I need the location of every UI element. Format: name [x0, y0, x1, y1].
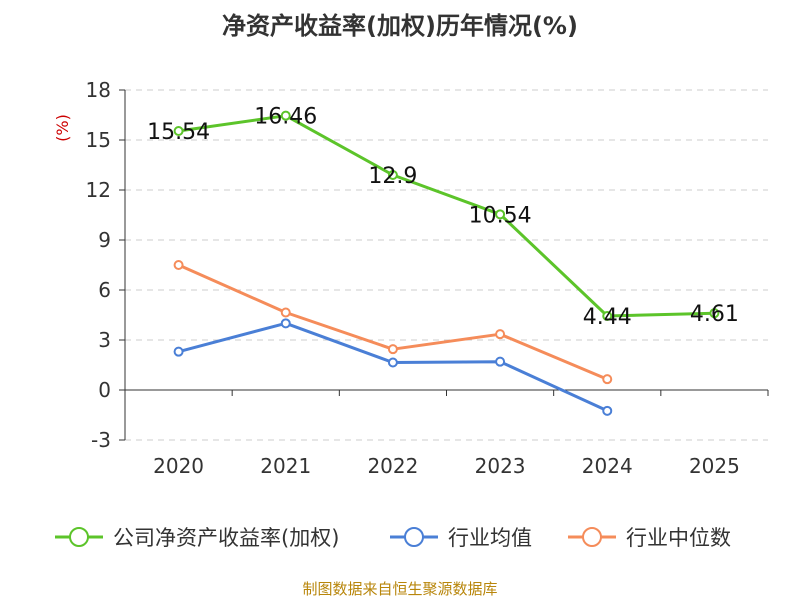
y-tick-label: 3: [98, 328, 111, 352]
legend-label: 公司净资产收益率(加权): [113, 526, 339, 550]
plot-area: [173, 110, 720, 416]
y-axis-unit-label: (%): [53, 114, 72, 142]
y-tick-label: -3: [91, 428, 111, 452]
data-point: [280, 307, 291, 318]
data-label: 4.44: [583, 305, 632, 330]
y-tick-label: 0: [98, 378, 111, 402]
series-line: [178, 114, 715, 318]
data-label: 10.54: [469, 203, 532, 228]
legend-item[interactable]: 行业中位数: [568, 526, 731, 550]
y-tick-label: 15: [86, 128, 111, 152]
data-point: [387, 344, 398, 355]
data-point: [602, 311, 613, 321]
data-point: [173, 346, 184, 357]
source-note: 制图数据来自恒生聚源数据库: [302, 580, 497, 598]
legend-label: 行业中位数: [626, 526, 731, 550]
data-point: [173, 126, 184, 136]
data-label: 16.46: [254, 105, 317, 130]
data-point: [495, 356, 506, 367]
data-labels: 15.54 16.46 12.9 10.54 4.44 4.61: [147, 105, 739, 330]
data-label: 12.9: [368, 164, 417, 189]
legend-marker-icon: [582, 527, 602, 547]
y-tick-label: 18: [86, 78, 111, 102]
data-point: [173, 260, 184, 270]
x-tick-label: 2022: [367, 454, 418, 478]
data-label: 4.61: [690, 302, 739, 327]
y-tick-label: 6: [98, 278, 111, 302]
data-point: [495, 209, 506, 220]
x-tick-label: 2025: [689, 454, 740, 478]
data-label: 15.54: [147, 120, 210, 145]
x-tick-label: 2020: [153, 454, 204, 478]
data-point: [495, 329, 506, 340]
grid-lines: [125, 89, 768, 441]
data-point: [709, 308, 720, 319]
data-point: [280, 110, 291, 121]
x-tick-label: 2023: [475, 454, 526, 478]
legend-label: 行业均值: [448, 526, 532, 550]
x-tick-label: 2021: [260, 454, 311, 478]
y-tick-label: 9: [98, 228, 111, 252]
legend-item[interactable]: 公司净资产收益率(加权): [55, 526, 339, 550]
data-point: [602, 405, 613, 416]
chart-title: 净资产收益率(加权)历年情况(%): [222, 12, 578, 40]
data-point: [280, 318, 291, 329]
legend-marker-icon: [69, 527, 89, 547]
data-point: [387, 357, 398, 368]
y-tick-label: 12: [86, 178, 111, 202]
data-point: [602, 374, 613, 385]
legend[interactable]: 公司净资产收益率(加权) 行业均值 行业中位数: [55, 526, 731, 550]
axes: -3 0 3 6 9 12 15 18 2020 2021 2022 2023 2024 2025: [86, 78, 769, 478]
data-point: [387, 170, 398, 180]
legend-item[interactable]: 行业均值: [390, 526, 532, 550]
legend-marker-icon: [404, 527, 424, 547]
x-tick-label: 2024: [582, 454, 633, 478]
